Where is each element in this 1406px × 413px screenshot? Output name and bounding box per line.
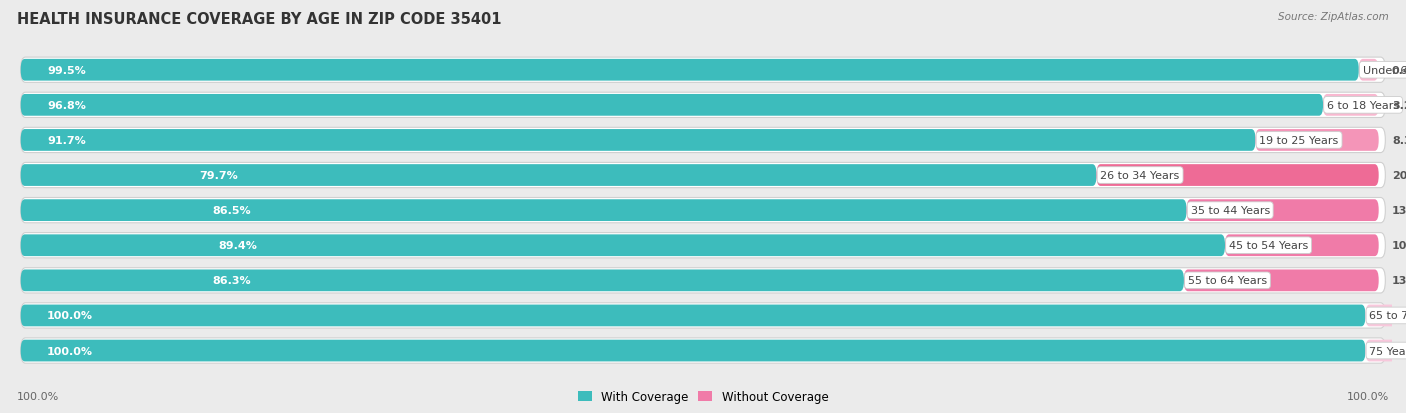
Text: Source: ZipAtlas.com: Source: ZipAtlas.com [1278,12,1389,22]
FancyBboxPatch shape [1097,165,1379,186]
FancyBboxPatch shape [21,233,1385,258]
FancyBboxPatch shape [21,163,1385,188]
Text: 96.8%: 96.8% [48,101,86,111]
Text: 55 to 64 Years: 55 to 64 Years [1188,275,1267,286]
Text: 45 to 54 Years: 45 to 54 Years [1229,241,1308,251]
Text: 10.6%: 10.6% [1392,241,1406,251]
Text: 3.2%: 3.2% [1392,101,1406,111]
FancyBboxPatch shape [1365,340,1406,361]
Text: 75 Years and older: 75 Years and older [1369,346,1406,356]
FancyBboxPatch shape [21,235,1225,256]
Text: 19 to 25 Years: 19 to 25 Years [1260,135,1339,146]
Text: 0.47%: 0.47% [1392,66,1406,76]
FancyBboxPatch shape [1358,60,1378,81]
FancyBboxPatch shape [21,95,1323,116]
FancyBboxPatch shape [21,340,1365,361]
Text: 100.0%: 100.0% [17,391,59,401]
Text: 8.3%: 8.3% [1392,135,1406,146]
Text: 79.7%: 79.7% [198,171,238,180]
FancyBboxPatch shape [1184,270,1379,292]
FancyBboxPatch shape [21,93,1385,118]
Text: 35 to 44 Years: 35 to 44 Years [1191,206,1270,216]
Text: 89.4%: 89.4% [218,241,257,251]
Text: Under 6 Years: Under 6 Years [1362,66,1406,76]
Text: 100.0%: 100.0% [48,311,93,320]
Text: 20.3%: 20.3% [1392,171,1406,180]
FancyBboxPatch shape [21,338,1385,363]
FancyBboxPatch shape [21,165,1097,186]
FancyBboxPatch shape [21,305,1365,327]
Text: 26 to 34 Years: 26 to 34 Years [1101,171,1180,180]
FancyBboxPatch shape [21,270,1184,292]
Text: 91.7%: 91.7% [48,135,86,146]
Text: 100.0%: 100.0% [1347,391,1389,401]
Text: 86.5%: 86.5% [212,206,252,216]
Legend: With Coverage, Without Coverage: With Coverage, Without Coverage [578,390,828,403]
FancyBboxPatch shape [21,303,1385,328]
FancyBboxPatch shape [21,198,1385,223]
Text: HEALTH INSURANCE COVERAGE BY AGE IN ZIP CODE 35401: HEALTH INSURANCE COVERAGE BY AGE IN ZIP … [17,12,502,27]
Text: 100.0%: 100.0% [48,346,93,356]
FancyBboxPatch shape [1323,95,1379,116]
FancyBboxPatch shape [1256,130,1379,152]
FancyBboxPatch shape [21,60,1358,81]
FancyBboxPatch shape [1365,305,1406,327]
FancyBboxPatch shape [21,268,1385,293]
Text: 86.3%: 86.3% [212,275,250,286]
FancyBboxPatch shape [1225,235,1379,256]
FancyBboxPatch shape [21,130,1256,152]
FancyBboxPatch shape [21,58,1385,83]
FancyBboxPatch shape [1187,200,1379,221]
Text: 13.5%: 13.5% [1392,206,1406,216]
Text: 6 to 18 Years: 6 to 18 Years [1327,101,1399,111]
Text: 65 to 74 Years: 65 to 74 Years [1369,311,1406,320]
FancyBboxPatch shape [21,200,1187,221]
Text: 13.7%: 13.7% [1392,275,1406,286]
FancyBboxPatch shape [21,128,1385,153]
Text: 99.5%: 99.5% [48,66,86,76]
